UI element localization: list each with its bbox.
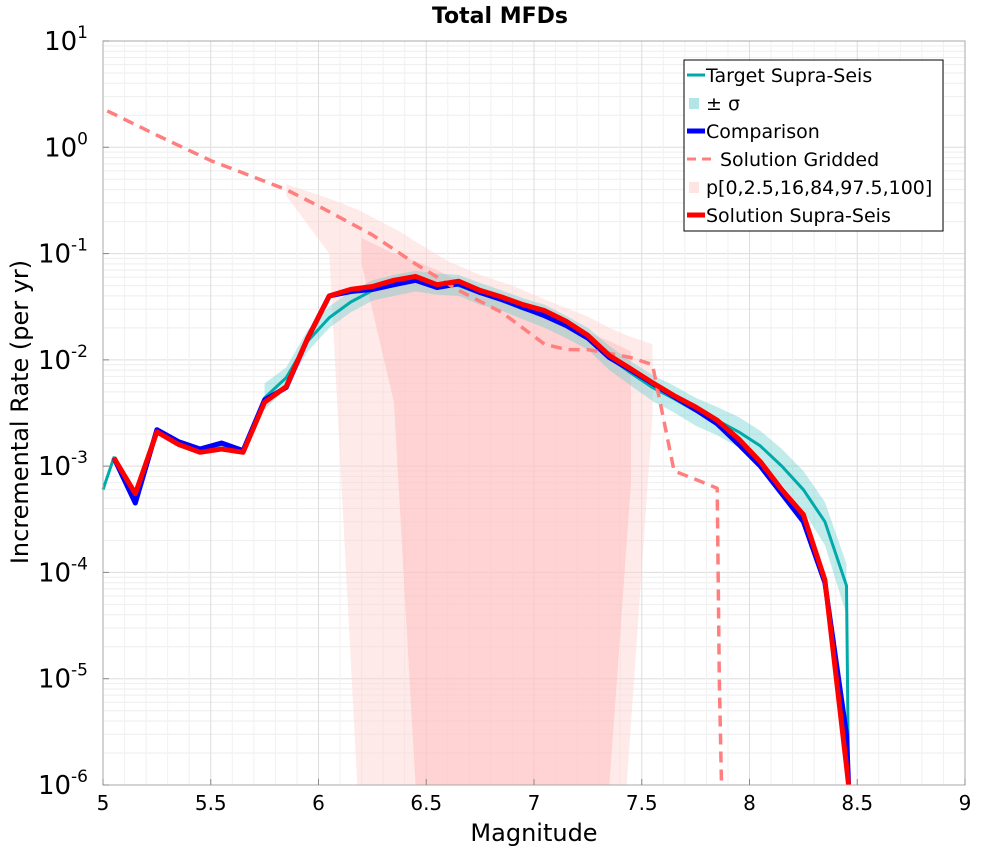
x-tick-label: 7.5 [626, 791, 658, 815]
x-tick-label: 8.5 [841, 791, 873, 815]
y-tick-label: 10-3 [38, 448, 88, 482]
y-tick-exponent: -3 [71, 448, 88, 468]
y-axis-label: Incremental Rate (per yr) [6, 260, 34, 564]
y-tick-exponent: -4 [71, 554, 88, 574]
y-tick-base: 10 [44, 133, 77, 163]
y-tick-exponent: -6 [71, 767, 88, 787]
x-tick-label: 5.5 [195, 791, 227, 815]
legend-swatch [689, 182, 699, 193]
x-tick-label: 8 [743, 791, 756, 815]
percentile-band-outer [286, 184, 653, 786]
legend: Target Supra-Seis ± σ Comparison Solution G… [683, 59, 944, 232]
y-tick-label: 100 [44, 129, 88, 163]
axes: 5 5.5 6 6.5 7 7.5 8 8.5 910-610-510-410-310-210-… [38, 23, 971, 815]
y-tick-exponent: -2 [71, 342, 88, 362]
legend-label: ± σ [706, 93, 740, 115]
y-tick-base: 10 [44, 27, 77, 57]
y-tick-base: 10 [38, 665, 71, 695]
y-tick-exponent: -5 [71, 661, 88, 681]
x-tick-label: 7 [528, 791, 541, 815]
x-axis-label: Magnitude [470, 819, 597, 847]
y-tick-base: 10 [38, 452, 71, 482]
solution-supra-seis-line [111, 273, 852, 786]
y-tick-base: 10 [38, 558, 71, 588]
legend-label: Solution Supra-Seis [706, 205, 891, 227]
data-layer [101, 109, 852, 786]
y-tick-label: 101 [44, 23, 88, 57]
x-tick-label: 9 [959, 791, 972, 815]
legend-label: Comparison [706, 121, 820, 143]
y-tick-exponent: 0 [77, 129, 88, 149]
legend-box [683, 59, 944, 232]
legend-label: p[0,2.5,16,84,97.5,100] [706, 177, 932, 199]
y-tick-label: 10-5 [38, 661, 88, 695]
y-tick-base: 10 [38, 240, 71, 270]
percentile-band-inner [361, 238, 631, 785]
y-tick-label: 10-2 [38, 342, 88, 376]
y-tick-base: 10 [38, 771, 71, 801]
x-tick-label: 6 [312, 791, 325, 815]
solution-gridded-line [106, 109, 724, 786]
x-tick-label: 5 [97, 791, 110, 815]
y-tick-label: 10-1 [38, 236, 88, 270]
chart-title: Total MFDs [432, 4, 568, 29]
y-tick-exponent: 1 [77, 23, 88, 43]
legend-swatch [689, 98, 699, 109]
y-tick-label: 10-4 [38, 554, 88, 588]
y-tick-base: 10 [38, 346, 71, 376]
legend-label: Solution Gridded [720, 149, 879, 171]
legend-label: Target Supra-Seis [705, 65, 872, 87]
y-tick-exponent: -1 [71, 236, 88, 256]
x-tick-label: 6.5 [410, 791, 442, 815]
y-tick-label: 10-6 [38, 767, 88, 801]
